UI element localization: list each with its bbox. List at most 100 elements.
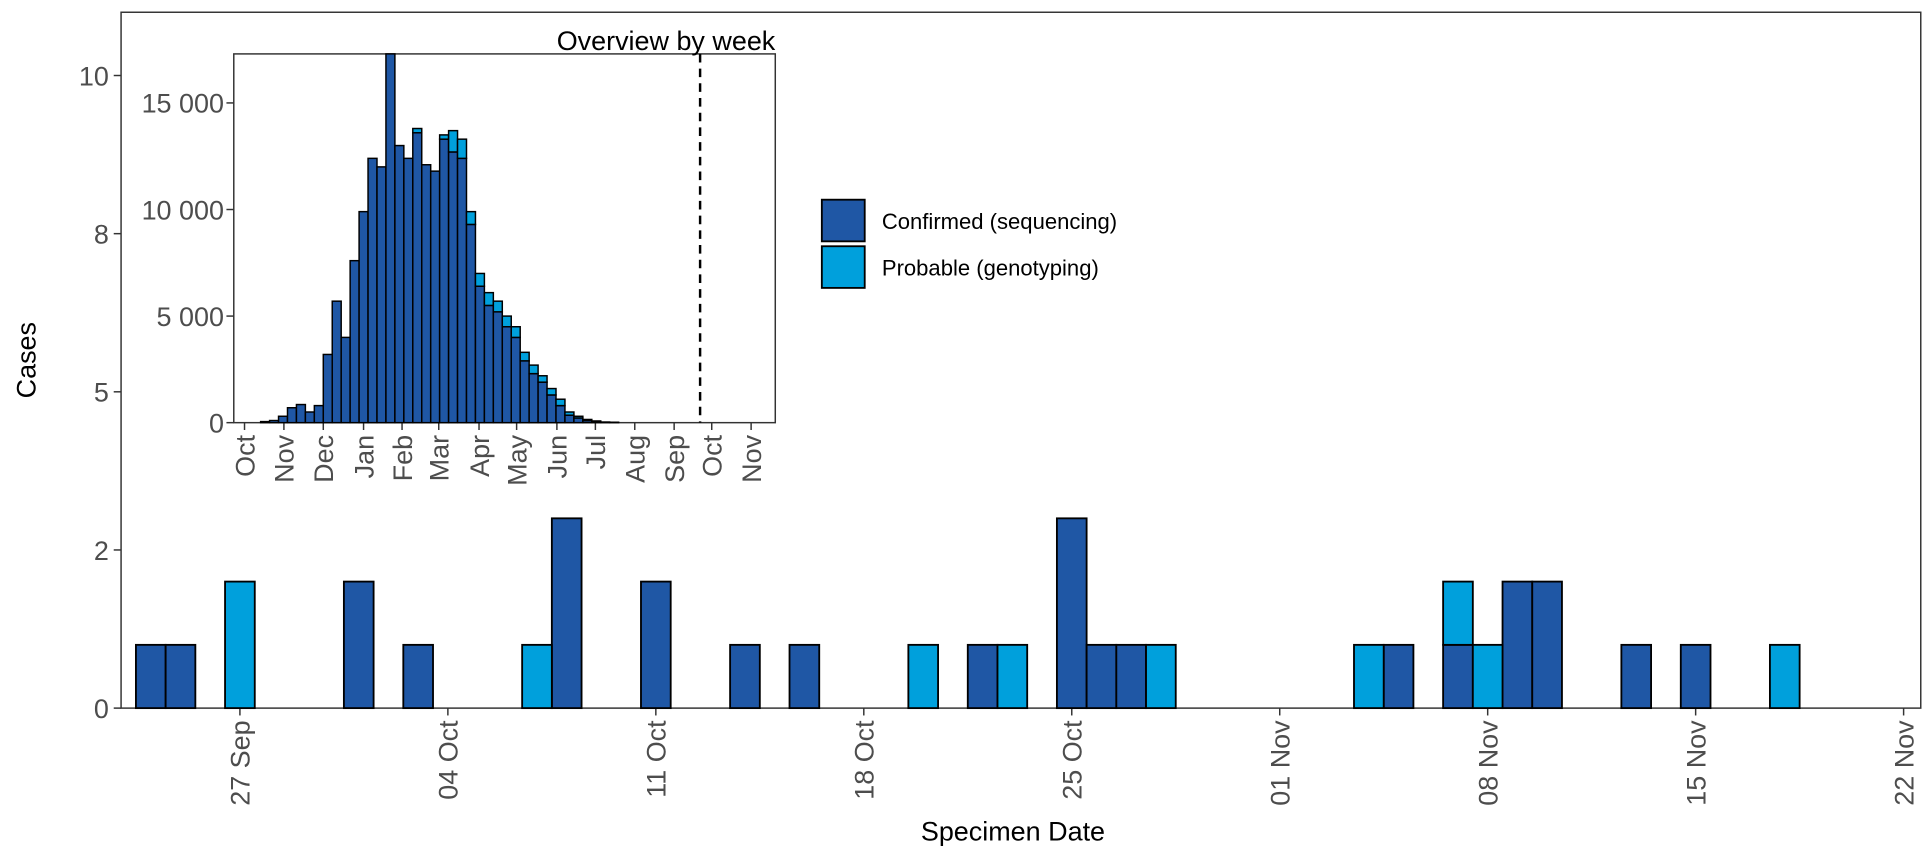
- bar: [164, 643, 197, 710]
- inset-bar: [349, 259, 360, 424]
- bar: [996, 643, 1029, 710]
- inset-y-tick-label: 15 000: [142, 89, 224, 119]
- inset-bar: [546, 394, 557, 424]
- bar: [1501, 580, 1534, 710]
- inset-x-tick-label: Dec: [309, 435, 339, 483]
- inset-bar: [555, 398, 566, 407]
- y-tick-label: 10: [79, 61, 109, 91]
- inset-bar: [528, 372, 539, 424]
- legend-label: Confirmed (sequencing): [882, 209, 1117, 234]
- bar: [966, 643, 999, 710]
- x-tick-label: 25 Oct: [1058, 720, 1088, 800]
- legend-swatch: [820, 198, 866, 243]
- inset-bar: [465, 210, 477, 226]
- inset-bar: [501, 326, 512, 424]
- inset-bar: [564, 411, 575, 416]
- inset-bar: [474, 285, 486, 424]
- x-tick-label: 18 Oct: [850, 720, 880, 800]
- inset-bar: [447, 129, 459, 153]
- inset-x-tick-label: Sep: [660, 435, 690, 483]
- inset-x-tick-label: Feb: [388, 435, 418, 481]
- inset-bar: [286, 407, 298, 424]
- inset-bar: [438, 138, 450, 424]
- inset-bar: [421, 164, 432, 424]
- x-tick-label: 08 Nov: [1473, 720, 1503, 806]
- inset-bar: [510, 326, 521, 339]
- y-axis-label: Cases: [11, 322, 41, 398]
- x-axis-label: Specimen Date: [921, 816, 1105, 846]
- inset-bar: [465, 223, 477, 424]
- inset-bar: [582, 418, 593, 422]
- inset-bar: [474, 272, 486, 287]
- inset-bar: [510, 336, 521, 424]
- bar: [1085, 643, 1118, 710]
- inset-bar: [537, 381, 548, 424]
- inset-bar: [546, 387, 557, 396]
- inset-bar: [519, 351, 530, 362]
- inset-bar: [573, 415, 584, 419]
- bar: [788, 643, 821, 710]
- x-tick-label: 22 Nov: [1889, 720, 1919, 806]
- inset-y-tick-label: 10 000: [142, 195, 224, 225]
- bar: [1442, 580, 1474, 646]
- y-tick-label: 0: [94, 694, 109, 724]
- bar: [1768, 643, 1801, 710]
- inset-bar: [483, 304, 495, 424]
- y-tick-label: 5: [94, 378, 109, 408]
- inset-bar: [537, 375, 548, 383]
- bar: [342, 580, 375, 710]
- inset-x-tick-label: May: [502, 434, 532, 485]
- inset-bar: [591, 420, 602, 423]
- inset-bar: [268, 419, 280, 424]
- bar: [1442, 643, 1474, 710]
- bar: [402, 643, 434, 710]
- inset-bar: [501, 315, 512, 328]
- inset-bar: [331, 300, 342, 424]
- bar: [1145, 643, 1177, 710]
- inset-bar: [528, 364, 539, 375]
- y-tick-label: 8: [94, 219, 109, 249]
- bar: [1471, 643, 1504, 710]
- inset-bar: [376, 166, 387, 424]
- inset-x-tick-label: Aug: [621, 435, 651, 483]
- inset-x-tick-label: Jul: [581, 435, 611, 469]
- inset-x-tick-label: Apr: [465, 435, 495, 477]
- inset-bar: [259, 420, 271, 424]
- inset-bar: [322, 353, 333, 424]
- inset-bar: [277, 415, 289, 424]
- inset-bar: [429, 170, 441, 424]
- inset-x-tick-label: Mar: [425, 435, 455, 481]
- x-tick-label: 15 Nov: [1681, 720, 1711, 806]
- inset-bar: [456, 157, 468, 424]
- bar: [1620, 643, 1653, 710]
- inset-bar: [447, 151, 459, 424]
- inset-bar: [385, 53, 396, 424]
- inset-y-tick-label: 0: [209, 408, 224, 438]
- inset-bar: [456, 138, 468, 160]
- legend-label: Probable (genotyping): [882, 256, 1099, 281]
- bar: [1679, 643, 1712, 710]
- legend-swatch: [820, 245, 866, 289]
- bar: [550, 517, 583, 710]
- inset-bar: [394, 144, 405, 424]
- inset-bar: [438, 134, 450, 140]
- bar: [907, 643, 939, 710]
- y-tick-label: 2: [94, 536, 109, 566]
- bar: [1353, 643, 1385, 710]
- inset-x-tick-label: Jun: [543, 435, 573, 478]
- bar: [1115, 643, 1147, 710]
- inset-bar: [295, 403, 307, 424]
- bar: [1531, 580, 1563, 710]
- inset-y-tick-label: 5 000: [157, 302, 224, 332]
- bar: [1382, 643, 1415, 710]
- inset-bar: [600, 421, 611, 424]
- x-tick-label: 27 Sep: [226, 720, 256, 805]
- inset-bar: [564, 414, 575, 424]
- x-tick-label: 04 Oct: [434, 720, 464, 800]
- inset-bar: [412, 132, 423, 424]
- inset-bar: [492, 300, 504, 313]
- inset-x-tick-label: Nov: [270, 434, 300, 482]
- bar: [640, 580, 672, 710]
- bar: [135, 643, 167, 710]
